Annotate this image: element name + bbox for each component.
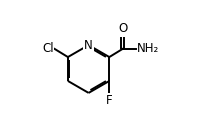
- Text: Cl: Cl: [42, 42, 54, 55]
- Text: O: O: [118, 22, 127, 35]
- Text: F: F: [106, 94, 113, 107]
- Text: N: N: [84, 39, 93, 52]
- Text: NH₂: NH₂: [137, 42, 159, 55]
